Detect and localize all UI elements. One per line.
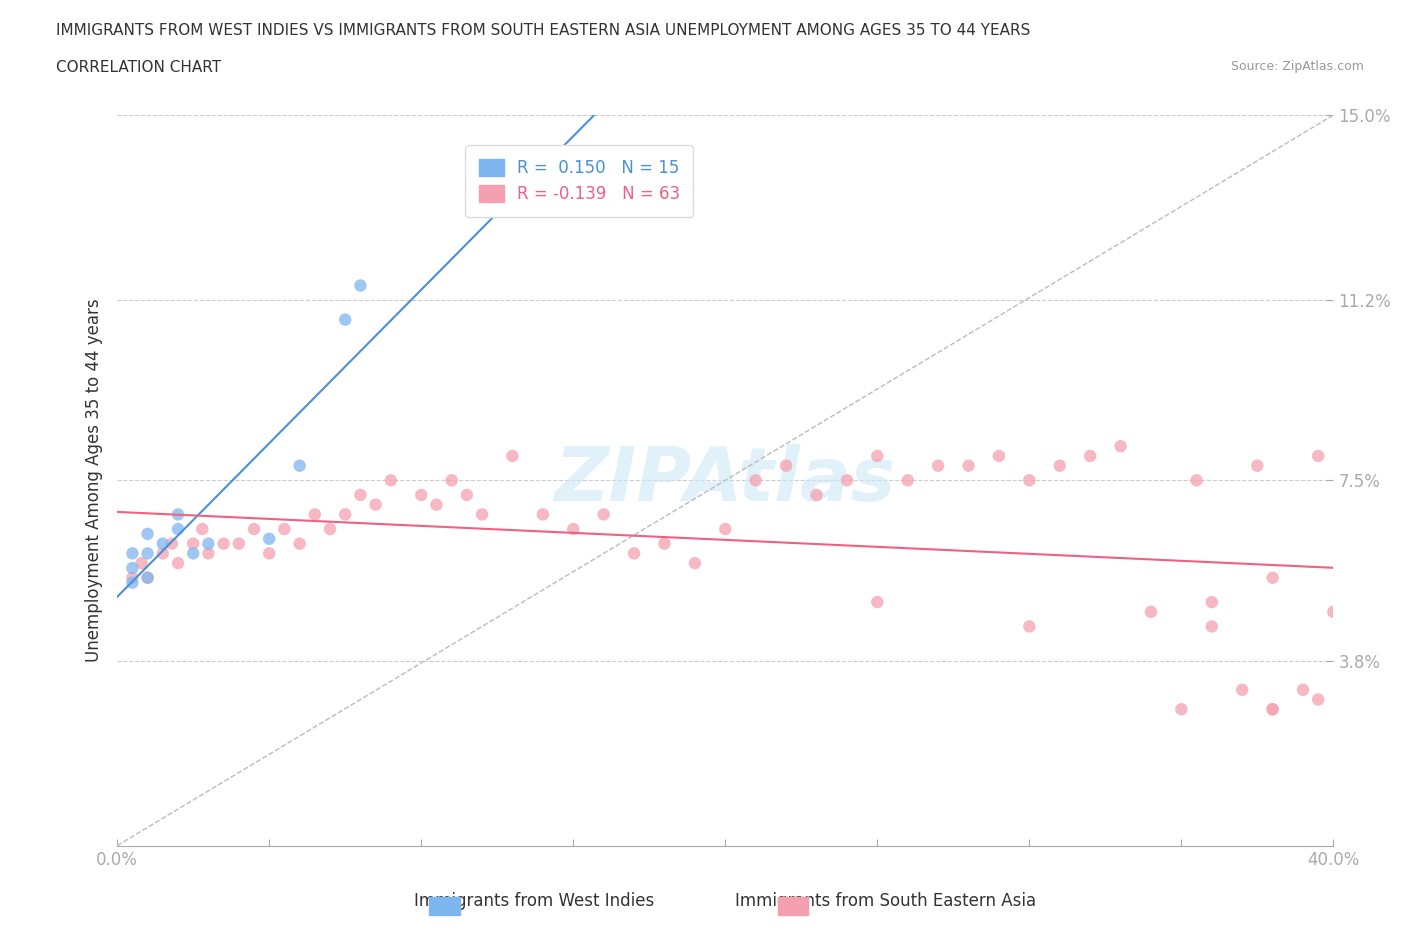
Point bbox=[228, 537, 250, 551]
Y-axis label: Unemployment Among Ages 35 to 44 years: Unemployment Among Ages 35 to 44 years bbox=[86, 299, 103, 662]
Point bbox=[866, 448, 889, 463]
Point bbox=[335, 312, 357, 327]
Point bbox=[197, 537, 219, 551]
Point bbox=[1140, 604, 1163, 619]
Point bbox=[1308, 692, 1330, 707]
Point bbox=[160, 537, 183, 551]
Point bbox=[1261, 702, 1284, 717]
Point bbox=[273, 522, 295, 537]
Point bbox=[1018, 472, 1040, 487]
Point bbox=[927, 458, 949, 473]
Point bbox=[1261, 570, 1284, 585]
Point bbox=[349, 487, 371, 502]
Text: Immigrants from South Eastern Asia: Immigrants from South Eastern Asia bbox=[735, 892, 1036, 910]
Point bbox=[152, 546, 174, 561]
Point bbox=[319, 522, 342, 537]
Text: CORRELATION CHART: CORRELATION CHART bbox=[56, 60, 221, 75]
Point bbox=[121, 570, 143, 585]
Point bbox=[121, 575, 143, 590]
Point bbox=[456, 487, 478, 502]
Point bbox=[897, 472, 920, 487]
Legend: R =  0.150   N = 15, R = -0.139   N = 63: R = 0.150 N = 15, R = -0.139 N = 63 bbox=[465, 145, 693, 217]
Point bbox=[364, 498, 387, 512]
Point bbox=[1230, 683, 1253, 698]
Point bbox=[744, 472, 766, 487]
Point bbox=[191, 522, 214, 537]
Point bbox=[167, 522, 190, 537]
Point bbox=[1185, 472, 1208, 487]
Point bbox=[380, 472, 402, 487]
Point bbox=[471, 507, 494, 522]
Point bbox=[1018, 619, 1040, 634]
Point bbox=[531, 507, 554, 522]
Point bbox=[167, 507, 190, 522]
Point bbox=[654, 537, 676, 551]
Point bbox=[806, 487, 828, 502]
Point bbox=[136, 570, 159, 585]
Point bbox=[121, 546, 143, 561]
Point bbox=[212, 537, 235, 551]
Point bbox=[288, 458, 311, 473]
Point bbox=[197, 546, 219, 561]
Point bbox=[349, 278, 371, 293]
Point bbox=[714, 522, 737, 537]
Point bbox=[1201, 619, 1223, 634]
Point bbox=[131, 556, 153, 571]
Point bbox=[623, 546, 645, 561]
Point bbox=[1246, 458, 1268, 473]
Point bbox=[775, 458, 797, 473]
Point bbox=[425, 498, 447, 512]
Point bbox=[136, 526, 159, 541]
Text: ZIPAtlas: ZIPAtlas bbox=[555, 444, 896, 517]
Point bbox=[152, 537, 174, 551]
Point bbox=[1308, 448, 1330, 463]
Point bbox=[167, 556, 190, 571]
Point bbox=[304, 507, 326, 522]
Point bbox=[866, 594, 889, 609]
Point bbox=[987, 448, 1010, 463]
Point bbox=[136, 546, 159, 561]
Point bbox=[957, 458, 980, 473]
Point bbox=[592, 507, 614, 522]
Point bbox=[411, 487, 433, 502]
Point bbox=[1109, 439, 1132, 454]
Point bbox=[335, 507, 357, 522]
Point bbox=[835, 472, 858, 487]
Point bbox=[136, 570, 159, 585]
Point bbox=[1322, 604, 1344, 619]
Point bbox=[1170, 702, 1192, 717]
Text: Source: ZipAtlas.com: Source: ZipAtlas.com bbox=[1230, 60, 1364, 73]
Point bbox=[1292, 683, 1315, 698]
Point bbox=[181, 546, 204, 561]
Point bbox=[181, 537, 204, 551]
Point bbox=[440, 472, 463, 487]
Text: IMMIGRANTS FROM WEST INDIES VS IMMIGRANTS FROM SOUTH EASTERN ASIA UNEMPLOYMENT A: IMMIGRANTS FROM WEST INDIES VS IMMIGRANT… bbox=[56, 23, 1031, 38]
Point bbox=[1078, 448, 1101, 463]
Point bbox=[257, 546, 280, 561]
Text: Immigrants from West Indies: Immigrants from West Indies bbox=[415, 892, 654, 910]
Point bbox=[562, 522, 585, 537]
Point bbox=[288, 537, 311, 551]
Point bbox=[683, 556, 706, 571]
Point bbox=[243, 522, 266, 537]
Point bbox=[1261, 702, 1284, 717]
Point bbox=[257, 531, 280, 546]
Point bbox=[1049, 458, 1071, 473]
Point bbox=[1201, 594, 1223, 609]
Point bbox=[121, 561, 143, 576]
Point bbox=[501, 448, 523, 463]
